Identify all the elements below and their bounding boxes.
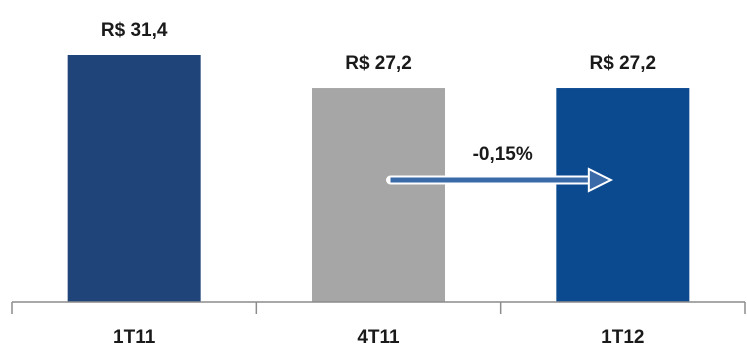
bars-group: R$ 31,4 R$ 27,2 R$ 27,2 [67, 20, 690, 303]
change-label: -0,15% [473, 144, 533, 165]
bar-1t11 [67, 55, 201, 302]
x-axis: 1T11 4T11 1T12 [11, 301, 746, 348]
tick-label-4t11: 4T11 [357, 327, 400, 348]
tick-label-1t12: 1T12 [601, 327, 644, 348]
arrow-head [587, 167, 614, 193]
bar-4t11 [312, 88, 445, 303]
change-annotation: -0,15% [386, 144, 614, 193]
change-arrow [386, 167, 614, 193]
tick-label-1t11: 1T11 [113, 327, 156, 348]
bar-1t12 [556, 88, 690, 303]
data-label-1t11: R$ 31,4 [101, 20, 168, 41]
data-label-4t11: R$ 27,2 [345, 53, 412, 74]
data-label-1t12: R$ 27,2 [590, 53, 657, 74]
